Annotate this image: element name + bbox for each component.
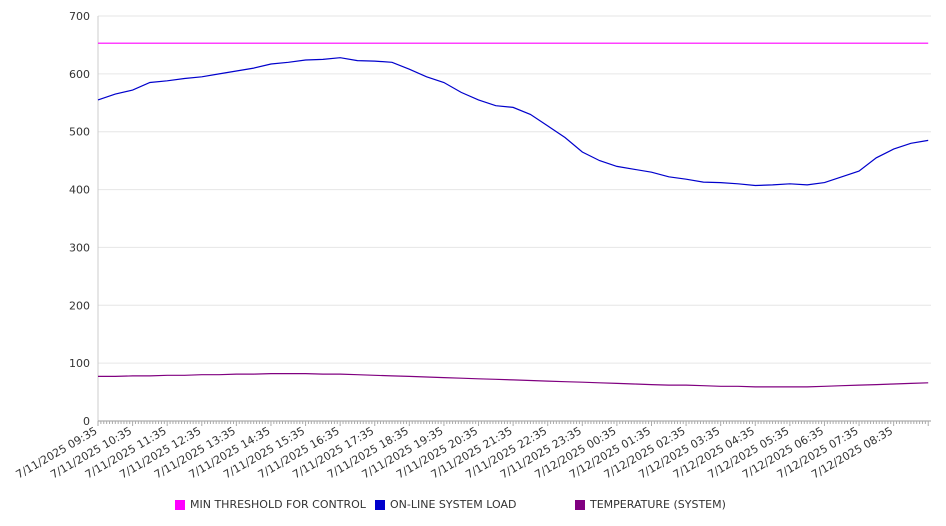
- legend-label-temperature: TEMPERATURE (SYSTEM): [590, 498, 726, 511]
- gridlines: [98, 15, 931, 364]
- y-tick-label: 600: [69, 68, 90, 81]
- legend-label-threshold: MIN THRESHOLD FOR CONTROL: [190, 498, 366, 511]
- series-lines: [97, 42, 929, 388]
- legend-item-load[interactable]: ON-LINE SYSTEM LOAD: [375, 498, 516, 511]
- legend-item-temperature[interactable]: TEMPERATURE (SYSTEM): [575, 498, 726, 511]
- y-axis-ticks: 0 100 200 300 400 500 600 700: [69, 10, 90, 428]
- legend-swatch-load: [375, 499, 385, 510]
- y-tick-label: 300: [69, 241, 90, 254]
- legend-label-load: ON-LINE SYSTEM LOAD: [390, 498, 517, 511]
- series-line-1: [97, 57, 929, 187]
- x-axis-ticks: 7/11/2025 09:357/11/2025 10:357/11/2025 …: [14, 424, 895, 481]
- axes: [97, 16, 931, 426]
- y-tick-label: 100: [69, 357, 90, 370]
- legend: MIN THRESHOLD FOR CONTROL ON-LINE SYSTEM…: [0, 498, 946, 514]
- y-tick-label: 400: [69, 184, 90, 197]
- y-tick-label: 500: [69, 126, 90, 139]
- legend-item-threshold[interactable]: MIN THRESHOLD FOR CONTROL: [175, 498, 366, 511]
- y-tick-label: 200: [69, 299, 90, 312]
- series-line-2: [98, 373, 929, 388]
- y-tick-label: 700: [69, 10, 90, 23]
- y-tick-label: 0: [83, 415, 90, 428]
- legend-swatch-threshold: [175, 499, 185, 510]
- legend-swatch-temperature: [575, 499, 585, 510]
